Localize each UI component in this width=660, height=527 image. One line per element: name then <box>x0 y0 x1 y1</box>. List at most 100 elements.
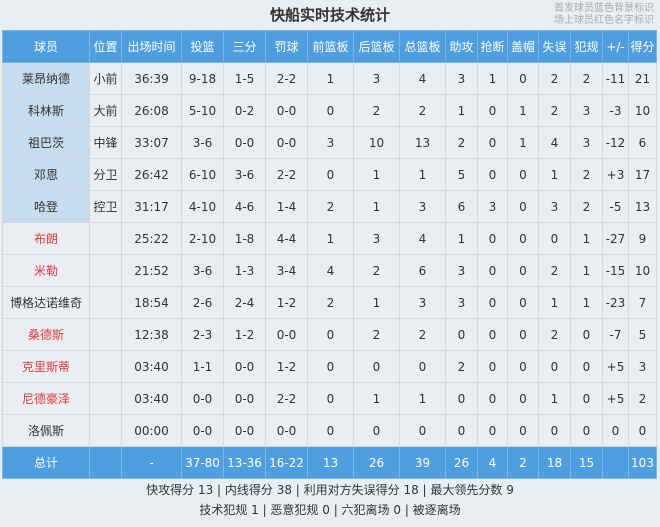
stat-cell: 0 <box>399 414 446 447</box>
stat-cell <box>89 254 122 287</box>
summary-line-1: 快攻得分 13 | 内线得分 38 | 利用对方失误得分 18 | 最大领先分数… <box>146 483 514 497</box>
column-header[interactable]: 三分 <box>223 30 266 63</box>
stat-cell: 2-3 <box>181 318 224 351</box>
stat-cell: 2 <box>353 254 400 287</box>
stat-cell: 2 <box>538 254 571 287</box>
stat-cell: -3 <box>602 94 629 127</box>
stat-cell: 2 <box>445 126 478 159</box>
stat-cell: 2-6 <box>181 286 224 319</box>
player-name[interactable]: 邓恩 <box>2 158 90 191</box>
stat-cell: 25:22 <box>121 222 182 255</box>
stat-cell: 36:39 <box>121 62 182 95</box>
stat-cell: 1 <box>445 222 478 255</box>
stat-cell: 0 <box>507 414 539 447</box>
stat-cell: 2-2 <box>265 158 308 191</box>
stat-cell: 0 <box>507 318 539 351</box>
total-cell: 2 <box>507 446 539 479</box>
player-row: 莱昂纳德 小前 36:39 9-18 1-5 2-2 1 3 4 3 1 0 2 2 -11 21 <box>2 62 657 95</box>
column-header[interactable]: 出场时间 <box>121 30 182 63</box>
stat-cell: 大前 <box>89 94 122 127</box>
stat-cell: 0 <box>353 414 400 447</box>
stat-cell: 6 <box>445 190 478 223</box>
stat-cell: 31:17 <box>121 190 182 223</box>
summary-line-2: 技术犯规 1 | 恶意犯规 0 | 六犯离场 0 | 被逐离场 <box>199 503 461 517</box>
stat-cell: 0 <box>445 318 478 351</box>
stat-cell: 1 <box>538 286 571 319</box>
total-cell <box>602 446 629 479</box>
player-name[interactable]: 克里斯蒂 <box>2 350 90 383</box>
total-cell: 18 <box>538 446 571 479</box>
stat-cell: 0-0 <box>223 414 266 447</box>
stat-cell: 3 <box>307 126 354 159</box>
player-name[interactable]: 米勒 <box>2 254 90 287</box>
total-cell: 26 <box>353 446 400 479</box>
stat-cell: 4 <box>399 222 446 255</box>
stat-cell: 10 <box>628 254 657 287</box>
stat-cell: 2 <box>399 318 446 351</box>
column-header[interactable]: 罚球 <box>265 30 308 63</box>
player-name[interactable]: 祖巴茨 <box>2 126 90 159</box>
stat-cell: 0 <box>628 414 657 447</box>
stat-cell: +5 <box>602 350 629 383</box>
player-name[interactable]: 洛佩斯 <box>2 414 90 447</box>
stat-cell: 0 <box>507 382 539 415</box>
stat-cell: 2 <box>353 318 400 351</box>
column-header[interactable]: 失误 <box>538 30 571 63</box>
column-header[interactable]: 得分 <box>628 30 657 63</box>
stat-cell: 2 <box>570 62 603 95</box>
stat-cell: 分卫 <box>89 158 122 191</box>
stat-cell: 0-0 <box>265 126 308 159</box>
stat-cell: 1-3 <box>223 254 266 287</box>
stat-cell: 1-5 <box>223 62 266 95</box>
column-header[interactable]: 前篮板 <box>307 30 354 63</box>
stat-cell <box>89 318 122 351</box>
total-cell: 4 <box>477 446 508 479</box>
stat-cell: 0 <box>477 222 508 255</box>
stat-cell: 4-4 <box>265 222 308 255</box>
player-name[interactable]: 博格达诺维奇 <box>2 286 90 319</box>
summary-footer: 快攻得分 13 | 内线得分 38 | 利用对方失误得分 18 | 最大领先分数… <box>0 480 660 520</box>
player-name[interactable]: 布朗 <box>2 222 90 255</box>
total-cell: 15 <box>570 446 603 479</box>
total-cell: 13-36 <box>223 446 266 479</box>
stat-cell: 5 <box>445 158 478 191</box>
total-cell: - <box>121 446 182 479</box>
player-name[interactable]: 尼德豪泽 <box>2 382 90 415</box>
column-header[interactable]: +/- <box>602 30 629 63</box>
total-cell: 总计 <box>2 446 90 479</box>
column-header[interactable]: 助攻 <box>445 30 478 63</box>
player-name[interactable]: 科林斯 <box>2 94 90 127</box>
player-name[interactable]: 莱昂纳德 <box>2 62 90 95</box>
stat-cell: 1 <box>399 158 446 191</box>
total-cell: 37-80 <box>181 446 224 479</box>
stat-cell: 2 <box>538 62 571 95</box>
stat-cell: 0 <box>477 414 508 447</box>
column-header[interactable]: 后篮板 <box>353 30 400 63</box>
column-header[interactable]: 盖帽 <box>507 30 539 63</box>
player-name[interactable]: 桑德斯 <box>2 318 90 351</box>
column-header[interactable]: 球员 <box>2 30 90 63</box>
player-row: 邓恩 分卫 26:42 6-10 3-6 2-2 0 1 1 5 0 0 1 2 +3 17 <box>2 158 657 191</box>
stat-cell: 2-4 <box>223 286 266 319</box>
stat-cell: 6-10 <box>181 158 224 191</box>
stat-cell: 0 <box>307 414 354 447</box>
column-header[interactable]: 总篮板 <box>399 30 446 63</box>
stat-cell: 小前 <box>89 62 122 95</box>
stat-cell: 0-0 <box>181 382 224 415</box>
stat-cell: -27 <box>602 222 629 255</box>
column-header[interactable]: 抢断 <box>477 30 508 63</box>
stat-cell: 10 <box>353 126 400 159</box>
stat-cell: 6 <box>628 126 657 159</box>
column-header[interactable]: 犯规 <box>570 30 603 63</box>
column-header[interactable]: 投篮 <box>181 30 224 63</box>
column-header[interactable]: 位置 <box>89 30 122 63</box>
stat-cell: 1 <box>507 126 539 159</box>
player-name[interactable]: 哈登 <box>2 190 90 223</box>
stat-cell: 0 <box>538 350 571 383</box>
stat-cell: 控卫 <box>89 190 122 223</box>
stat-cell: 3-6 <box>181 126 224 159</box>
stat-cell: 1-2 <box>223 318 266 351</box>
stat-cell: 3 <box>477 190 508 223</box>
stat-cell: 0 <box>507 158 539 191</box>
